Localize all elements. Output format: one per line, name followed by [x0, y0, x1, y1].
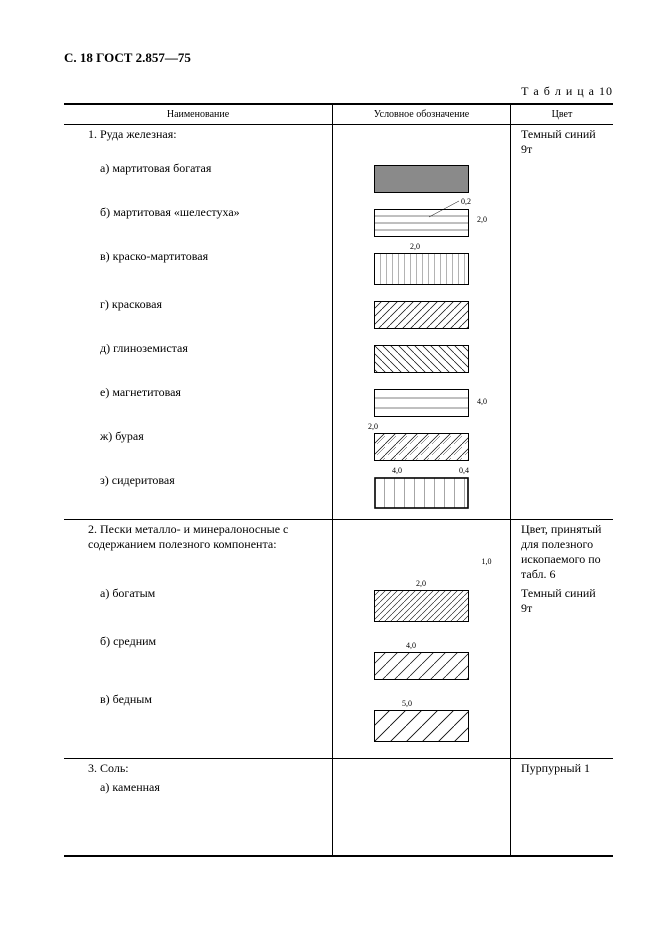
swatch-2b: 4,0 — [333, 632, 511, 690]
row-2b: б) средним — [64, 632, 333, 690]
dim-label: 4,0 — [477, 397, 487, 406]
row-1e: д) глиноземистая — [64, 339, 333, 383]
row-1c: в) краско-мартитовая — [64, 247, 333, 295]
col-header-color: Цвет — [511, 104, 614, 125]
swatch-1g: 2,0 — [333, 427, 511, 471]
swatch-2-sep: 1,0 — [333, 520, 511, 585]
dim-label: 5,0 — [402, 699, 412, 708]
swatch-1c: 2,0 — [333, 247, 511, 295]
section2-title: 2. Пески металло- и минералоносные с сод… — [64, 520, 333, 585]
swatch-2c: 5,0 — [333, 690, 511, 759]
row-2a: а) богатым — [64, 584, 333, 632]
section1-color: Темный синий 9т — [511, 125, 614, 160]
section2-color: Цвет, принятый для полезного ископаемого… — [511, 520, 614, 585]
section1-title: 1. Руда железная: — [64, 125, 333, 160]
dim-label: 2,0 — [477, 215, 487, 224]
col-header-symbol: Условное обозначение — [333, 104, 511, 125]
row-1d: г) красковая — [64, 295, 333, 339]
swatch-1f: 4,0 — [333, 383, 511, 427]
table-caption: Т а б л и ц а 10 — [64, 84, 613, 99]
swatch-2a: 2,0 — [333, 584, 511, 632]
row-1b: б) мартитовая «шелестуха» — [64, 203, 333, 247]
dim-label: 4,0 — [406, 641, 416, 650]
section3-title: 3. Соль: — [64, 759, 333, 779]
row-1a: а) мартитовая богатая — [64, 159, 333, 203]
row-2a-color: Темный синий 9т — [511, 584, 614, 632]
row-1f: е) магнетитовая — [64, 383, 333, 427]
row-1h: з) сидеритовая — [64, 471, 333, 520]
dim-label: 2,0 — [410, 242, 420, 251]
swatch-1d — [333, 295, 511, 339]
row-2c: в) бедным — [64, 690, 333, 759]
dim-label: 4,0 — [392, 466, 402, 475]
swatch-1a — [333, 159, 511, 203]
dim-label: 1,0 — [482, 557, 492, 566]
dim-label: 2,0 — [368, 422, 378, 431]
row-3a: а) каменная — [64, 778, 333, 856]
page-header: С. 18 ГОСТ 2.857—75 — [64, 50, 613, 66]
swatch-1e — [333, 339, 511, 383]
dim-label: 2,0 — [416, 579, 426, 588]
swatch-1h: 4,0 0,4 — [333, 471, 511, 520]
swatch-empty — [333, 125, 511, 160]
swatch-1b: 0,2 2,0 — [333, 203, 511, 247]
row-1g: ж) бурая — [64, 427, 333, 471]
legend-table: Наименование Условное обозначение Цвет 1… — [64, 103, 613, 857]
section3-color: Пурпурный 1 — [511, 759, 614, 779]
dim-label: 0,4 — [459, 466, 469, 475]
col-header-name: Наименование — [64, 104, 333, 125]
